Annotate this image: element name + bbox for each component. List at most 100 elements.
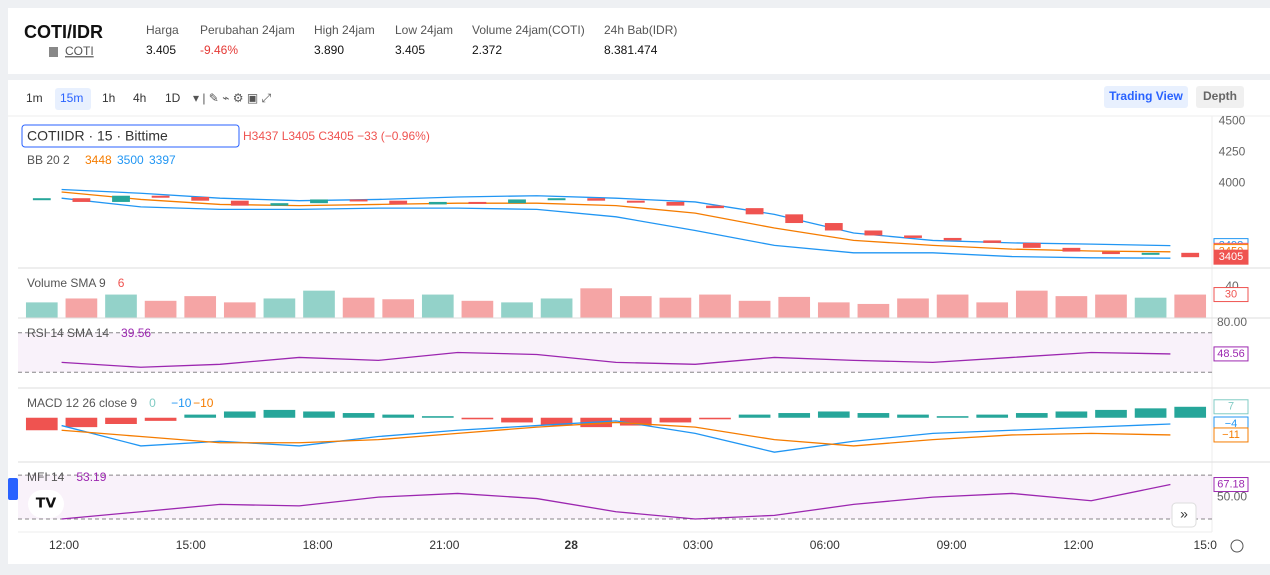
settings-icon[interactable] [1230, 539, 1244, 553]
ohlc-text: H3437 L3405 C3405 −33 (−0.96%) [243, 129, 430, 143]
candle [864, 230, 883, 236]
stat-value: 2.372 [472, 43, 502, 57]
macd-histogram [976, 414, 1009, 418]
macd-histogram [421, 416, 454, 418]
time-label: 03:00 [683, 538, 713, 552]
stat-label: Low 24jam [395, 23, 453, 37]
interval-button[interactable]: 1m [26, 91, 43, 105]
price-tag [1213, 287, 1249, 303]
interval-active [55, 88, 91, 110]
volume-bar [501, 302, 533, 318]
candle [389, 200, 408, 205]
macd-histogram [303, 411, 335, 418]
interval-button[interactable]: 1h [102, 91, 115, 105]
stat-label: High 24jam [314, 23, 375, 37]
view-tab-bg [1196, 86, 1244, 108]
volume-bar [65, 298, 98, 318]
volume-bar [540, 298, 573, 318]
volume-bar [738, 300, 771, 318]
price-tag-label: 67.18 [1217, 478, 1245, 490]
price-tag [1213, 399, 1249, 415]
view-tab[interactable]: Depth [1203, 89, 1237, 103]
y-tick-label: 4250 [1219, 144, 1246, 158]
candle [666, 201, 685, 206]
candle [112, 195, 130, 202]
candle [587, 198, 606, 201]
price-tag-label: −11 [1222, 429, 1240, 441]
indicator-name: BB 20 2 [27, 153, 70, 167]
volume-bar [778, 296, 811, 318]
volume-bar [1174, 294, 1207, 318]
candle [32, 198, 51, 201]
macd-histogram [619, 417, 652, 426]
volume-bar [1015, 290, 1048, 318]
pane-title: MFI 14 [27, 470, 65, 484]
candle [310, 199, 328, 204]
macd-histogram [342, 413, 375, 418]
pane-value: −10 [171, 396, 192, 410]
macd-histogram [778, 413, 811, 418]
price-tag [1213, 346, 1249, 362]
candle [270, 203, 289, 206]
macd-histogram [738, 414, 771, 418]
stat-value: 8.381.474 [604, 43, 658, 57]
y-tick-label: 4000 [1219, 175, 1246, 189]
candle [983, 240, 1002, 243]
time-label: 12:00 [49, 538, 79, 552]
volume-bar [580, 288, 613, 318]
candle [508, 199, 526, 204]
price-tag [1213, 477, 1249, 493]
price-tag-label: 7 [1228, 401, 1234, 413]
interval-button[interactable]: 4h [133, 91, 146, 105]
price-tag-label: −4 [1225, 418, 1238, 430]
candle [428, 201, 447, 205]
indicator-value: 3397 [149, 153, 176, 167]
pane-value: 6 [118, 276, 125, 290]
macd-histogram [1095, 409, 1127, 418]
view-tab[interactable]: Trading View [1109, 89, 1183, 103]
macd-histogram [144, 417, 177, 421]
coin-icon [49, 47, 58, 57]
header-card [8, 8, 1270, 74]
y-tick-label: 4500 [1219, 113, 1246, 127]
volume-bar [303, 290, 335, 318]
scroll-button[interactable] [1171, 502, 1197, 528]
band-fill [18, 332, 1212, 373]
price-tag [1213, 249, 1249, 265]
macd-histogram [501, 417, 533, 423]
candle [1102, 251, 1120, 255]
volume-bar [105, 294, 137, 318]
volume-bar [223, 302, 256, 318]
macd-histogram [263, 409, 296, 418]
macd-histogram [540, 417, 573, 426]
indicator-line [61, 483, 1171, 520]
chart-card [8, 80, 1270, 564]
volume-bar [1095, 294, 1127, 318]
candle [349, 199, 368, 202]
stat-label: Volume 24jam(COTI) [472, 23, 585, 37]
macd-histogram [1015, 413, 1048, 418]
interval-button[interactable]: 15m [60, 91, 83, 105]
time-label: 15:00 [176, 538, 206, 552]
candle [1181, 252, 1200, 258]
bb-line [61, 197, 1171, 259]
interval-button[interactable]: 1D [165, 91, 181, 105]
side-tab[interactable] [8, 478, 18, 500]
toolbar-icons: ▾ | ✎ ⌁ ⚙ ▣ ⤢ [193, 91, 271, 105]
candle [745, 208, 764, 215]
macd-histogram [223, 411, 256, 418]
legend-box [21, 124, 240, 148]
price-tag-label: 48.56 [1217, 348, 1245, 360]
macd-histogram [1055, 411, 1088, 418]
pane-title: Volume SMA 9 [27, 276, 106, 290]
candle [191, 196, 210, 201]
pane-value: −10 [193, 396, 214, 410]
macd-histogram [184, 414, 217, 418]
volume-bar [184, 296, 217, 318]
indicator-line [61, 351, 1171, 368]
time-label: 12:00 [1063, 538, 1093, 552]
time-label: 18:00 [303, 538, 333, 552]
coin-link[interactable]: COTI [65, 44, 94, 58]
stat-value: 3.405 [146, 43, 176, 57]
